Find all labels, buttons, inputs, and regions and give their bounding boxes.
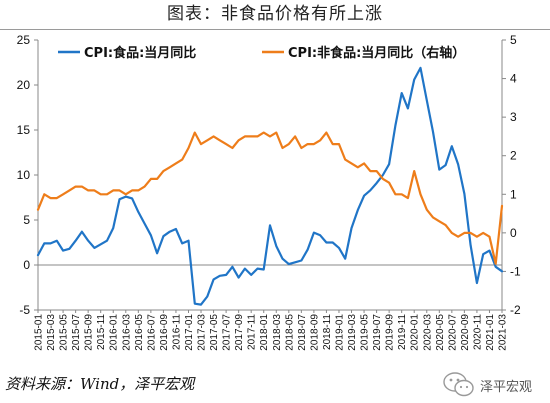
series-line-food [36, 66, 504, 306]
watermark-text: 泽平宏观 [480, 380, 533, 395]
right-tick-label: 5 [510, 33, 517, 47]
legend: CPI:食品:当月同比 CPI:非食品:当月同比（右轴） [58, 45, 465, 61]
right-tick-label: -1 [510, 264, 521, 278]
x-tick-label: 2018-11 [322, 314, 333, 350]
right-tick-label: 3 [510, 110, 517, 124]
x-tick-label: 2015-09 [84, 314, 95, 351]
left-tick-label: 25 [17, 33, 31, 47]
legend-label-nonfood: CPI:非食品:当月同比（右轴） [288, 45, 465, 61]
x-tick-label: 2015-01 [34, 314, 45, 351]
axes-layer [37, 40, 503, 311]
x-tick-label: 2017-03 [197, 314, 208, 351]
x-tick-label: 2019-05 [360, 314, 371, 351]
right-tick-label: 1 [510, 187, 517, 201]
x-tick-label: 2019-03 [347, 314, 358, 351]
left-tick-label: 20 [17, 78, 31, 92]
legend-label-food: CPI:食品:当月同比 [84, 45, 196, 61]
x-tick-label: 2020-03 [422, 314, 433, 351]
left-tick-label: 5 [23, 213, 30, 227]
x-tick-label: 2016-09 [159, 314, 170, 351]
right-tick-label: 2 [510, 149, 517, 163]
x-tick-label: 2017-07 [222, 314, 233, 351]
series-layer [36, 66, 504, 306]
x-tick-label: 2017-01 [184, 314, 195, 351]
left-tick-label: 15 [17, 123, 31, 137]
x-tick-label: 2017-05 [209, 314, 220, 351]
left-tick-label: -5 [19, 303, 30, 317]
left-tick-label: 0 [23, 258, 30, 272]
x-tick-label: 2020-01 [410, 314, 421, 351]
x-tick-label: 2016-07 [146, 314, 157, 351]
x-tick-label: 2015-07 [71, 314, 82, 351]
title-bar: 图表：非食品价格有所上涨 [0, 0, 550, 30]
series-line-nonfood [36, 131, 504, 265]
x-tick-label: 2016-11 [171, 314, 182, 350]
x-tick-label: 2019-07 [372, 314, 383, 351]
x-tick-label: 2015-11 [96, 314, 107, 350]
x-tick-label: 2015-03 [46, 314, 57, 351]
x-tick-label: 2018-05 [284, 314, 295, 351]
x-tick-label: 2016-03 [121, 314, 132, 351]
x-tick-label: 2019-11 [397, 314, 408, 350]
x-tick-label: 2016-01 [109, 314, 120, 351]
left-tick-label: 10 [17, 168, 31, 182]
right-tick-label: 0 [510, 226, 517, 240]
x-tick-label: 2017-09 [234, 314, 245, 351]
x-tick-label: 2019-09 [385, 314, 396, 351]
right-tick-label: 4 [510, 72, 517, 86]
watermark: 泽平宏观 [440, 368, 546, 402]
x-tick-label: 2018-09 [309, 314, 320, 351]
x-tick-label: 2020-05 [435, 314, 446, 351]
x-tick-label: 2018-03 [272, 314, 283, 351]
x-tick-label: 2018-07 [297, 314, 308, 351]
x-tick-label: 2019-01 [334, 314, 345, 351]
x-tick-label: 2017-11 [247, 314, 258, 350]
x-tick-label: 2016-05 [134, 314, 145, 351]
x-tick-label: 2020-09 [460, 314, 471, 351]
x-tick-label: 2020-07 [447, 314, 458, 351]
page-title: 图表：非食品价格有所上涨 [167, 4, 383, 24]
source-note: 资料来源：Wind，泽平宏观 [5, 375, 195, 393]
x-tick-label: 2020-11 [472, 314, 483, 350]
x-tick-label: 2018-01 [259, 314, 270, 351]
x-tick-label: 2021-01 [485, 314, 496, 351]
right-tick-label: -2 [510, 303, 521, 317]
x-tick-label: 2021-03 [498, 314, 509, 351]
x-tick-label: 2015-05 [59, 314, 70, 351]
wechat-icon [443, 372, 474, 397]
